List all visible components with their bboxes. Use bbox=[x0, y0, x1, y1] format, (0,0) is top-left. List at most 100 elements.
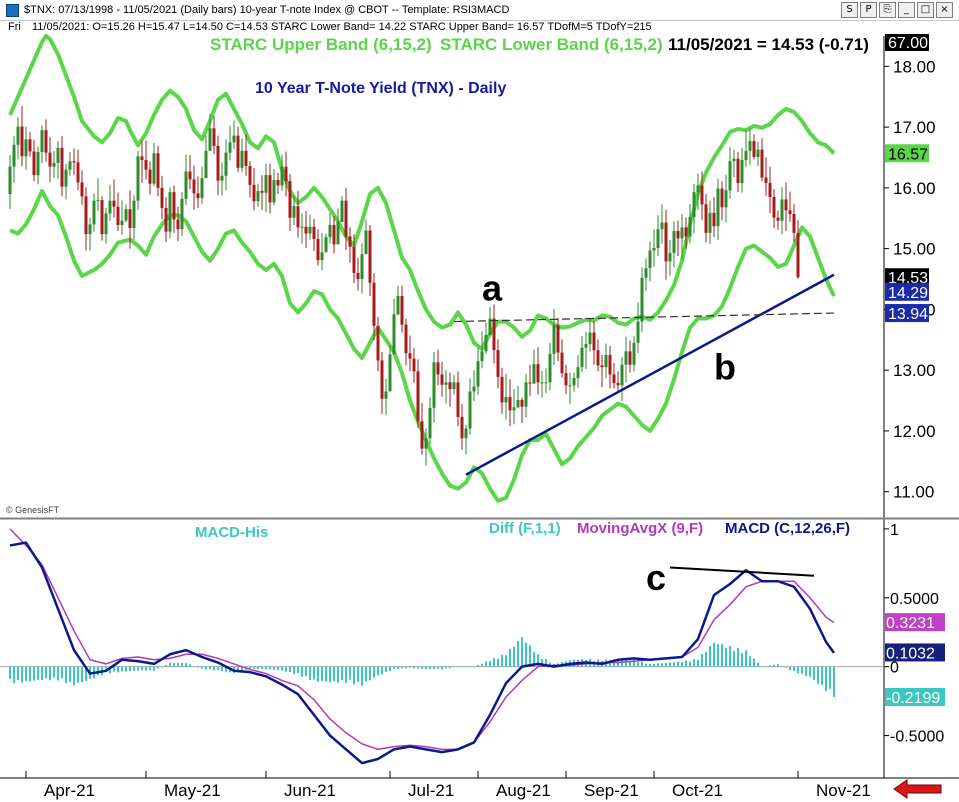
price-bar-body bbox=[56, 147, 60, 163]
histogram-bar bbox=[817, 666, 819, 684]
price-bar-body bbox=[28, 139, 32, 152]
histogram-bar bbox=[225, 666, 227, 672]
price-bar-body bbox=[560, 352, 564, 374]
histogram-bar bbox=[521, 637, 523, 667]
histogram-bar bbox=[549, 662, 551, 667]
histogram-bar bbox=[445, 666, 447, 669]
histogram-bar bbox=[257, 666, 259, 670]
histogram-bar bbox=[637, 662, 639, 667]
histogram-bar bbox=[265, 666, 267, 670]
price-bar-body bbox=[752, 141, 756, 157]
histogram-bar bbox=[781, 665, 783, 667]
histogram-bar bbox=[821, 666, 823, 686]
s-button[interactable]: S bbox=[841, 2, 858, 18]
histogram-bar bbox=[733, 651, 735, 667]
histogram-bar bbox=[681, 662, 683, 667]
histogram-bar bbox=[793, 666, 795, 672]
price-bar-body bbox=[284, 166, 288, 182]
histogram-bar bbox=[501, 654, 503, 667]
histogram-bar bbox=[273, 666, 275, 670]
histogram-bar bbox=[493, 658, 495, 667]
scroll-arrow-button[interactable] bbox=[893, 779, 942, 799]
price-bar-body bbox=[336, 221, 340, 245]
price-bar-body bbox=[572, 378, 576, 386]
top-tag-label: 67.00 bbox=[888, 35, 928, 52]
x-tick-label-2: Jun-21 bbox=[284, 781, 336, 800]
price-bar-body bbox=[708, 212, 712, 233]
histogram-bar bbox=[293, 666, 295, 674]
histogram-bar bbox=[349, 666, 351, 680]
price-bar-body bbox=[780, 199, 784, 221]
price-bar-body bbox=[96, 200, 100, 202]
histogram-bar bbox=[21, 666, 23, 683]
price-bar-body bbox=[444, 382, 448, 385]
price-bar-body bbox=[796, 232, 800, 278]
price-bar-body bbox=[432, 362, 436, 408]
price-bar-body bbox=[568, 385, 572, 387]
minimize-button[interactable]: _ bbox=[898, 2, 915, 18]
left-arrow-icon bbox=[893, 779, 942, 799]
price-bar-body bbox=[456, 382, 460, 417]
ohlc-info-bar: Fri 11/05/2021: O=15.26 H=15.47 L=14.50 … bbox=[0, 20, 959, 34]
histogram-bar bbox=[409, 666, 411, 668]
legend-upper-band: STARC Upper Band (6,15,2) bbox=[210, 35, 432, 54]
price-bar-body bbox=[676, 231, 680, 239]
price-bar-body bbox=[732, 158, 736, 162]
price-bar-body bbox=[612, 374, 616, 383]
price-tag-box-3 bbox=[885, 304, 929, 323]
price-y-tick-label-0: 18.00 bbox=[893, 57, 936, 76]
watermark: © GenesisFT bbox=[6, 505, 60, 515]
price-bar-body bbox=[68, 161, 72, 170]
histogram-bar bbox=[305, 666, 307, 676]
price-bar-body bbox=[344, 200, 348, 237]
price-bar-body bbox=[196, 193, 200, 199]
price-bar-body bbox=[632, 342, 636, 365]
macd-y-tick-label-3: -0.5000 bbox=[890, 729, 944, 746]
histogram-bar bbox=[253, 666, 255, 669]
histogram-bar bbox=[185, 662, 187, 667]
price-bar-body bbox=[696, 185, 700, 193]
price-bar-body bbox=[296, 206, 300, 228]
price-bar-body bbox=[124, 209, 128, 221]
x-tick-label-7: Nov-21 bbox=[816, 781, 871, 800]
histogram-bar bbox=[289, 666, 291, 672]
price-bar-body bbox=[740, 159, 744, 184]
p-button[interactable]: P bbox=[860, 2, 877, 18]
copy-button[interactable]: ⎘ bbox=[879, 2, 896, 18]
close-button[interactable]: × bbox=[936, 2, 953, 18]
price-bar-body bbox=[652, 248, 656, 251]
price-bar-body bbox=[360, 254, 364, 280]
price-bars bbox=[8, 105, 800, 466]
price-bar-body bbox=[372, 282, 376, 326]
price-bar-body bbox=[428, 407, 432, 439]
price-bar-body bbox=[48, 152, 52, 167]
histogram-bar bbox=[61, 666, 63, 679]
price-bar-body bbox=[756, 149, 760, 157]
price-bar-body bbox=[300, 226, 304, 228]
price-bar-body bbox=[748, 141, 752, 151]
price-bar-body bbox=[184, 171, 188, 199]
histogram-bar bbox=[721, 644, 723, 667]
price-bar-body bbox=[700, 185, 704, 205]
price-bar-body bbox=[668, 252, 672, 262]
price-bar-body bbox=[512, 407, 516, 411]
price-bar-body bbox=[412, 358, 416, 372]
price-bar-body bbox=[768, 183, 772, 198]
histogram-bar bbox=[625, 659, 627, 667]
price-bar-body bbox=[212, 128, 216, 146]
histogram-bar bbox=[709, 645, 711, 667]
histogram-bar bbox=[53, 666, 55, 678]
price-bar-body bbox=[692, 192, 696, 218]
price-bar-body bbox=[240, 150, 244, 168]
histogram-bar bbox=[193, 666, 195, 667]
histogram-bar bbox=[661, 663, 663, 667]
price-bar-body bbox=[280, 166, 284, 186]
price-bar-body bbox=[544, 382, 548, 384]
maximize-button[interactable]: □ bbox=[917, 2, 934, 18]
histogram-bar bbox=[33, 666, 35, 681]
histogram-bar bbox=[629, 660, 631, 667]
price-y-tick-label-5: 13.00 bbox=[893, 361, 936, 380]
histogram-bar bbox=[417, 666, 419, 669]
price-bar-body bbox=[408, 353, 412, 359]
macd-y-tick-label-0: 1 bbox=[890, 522, 899, 539]
